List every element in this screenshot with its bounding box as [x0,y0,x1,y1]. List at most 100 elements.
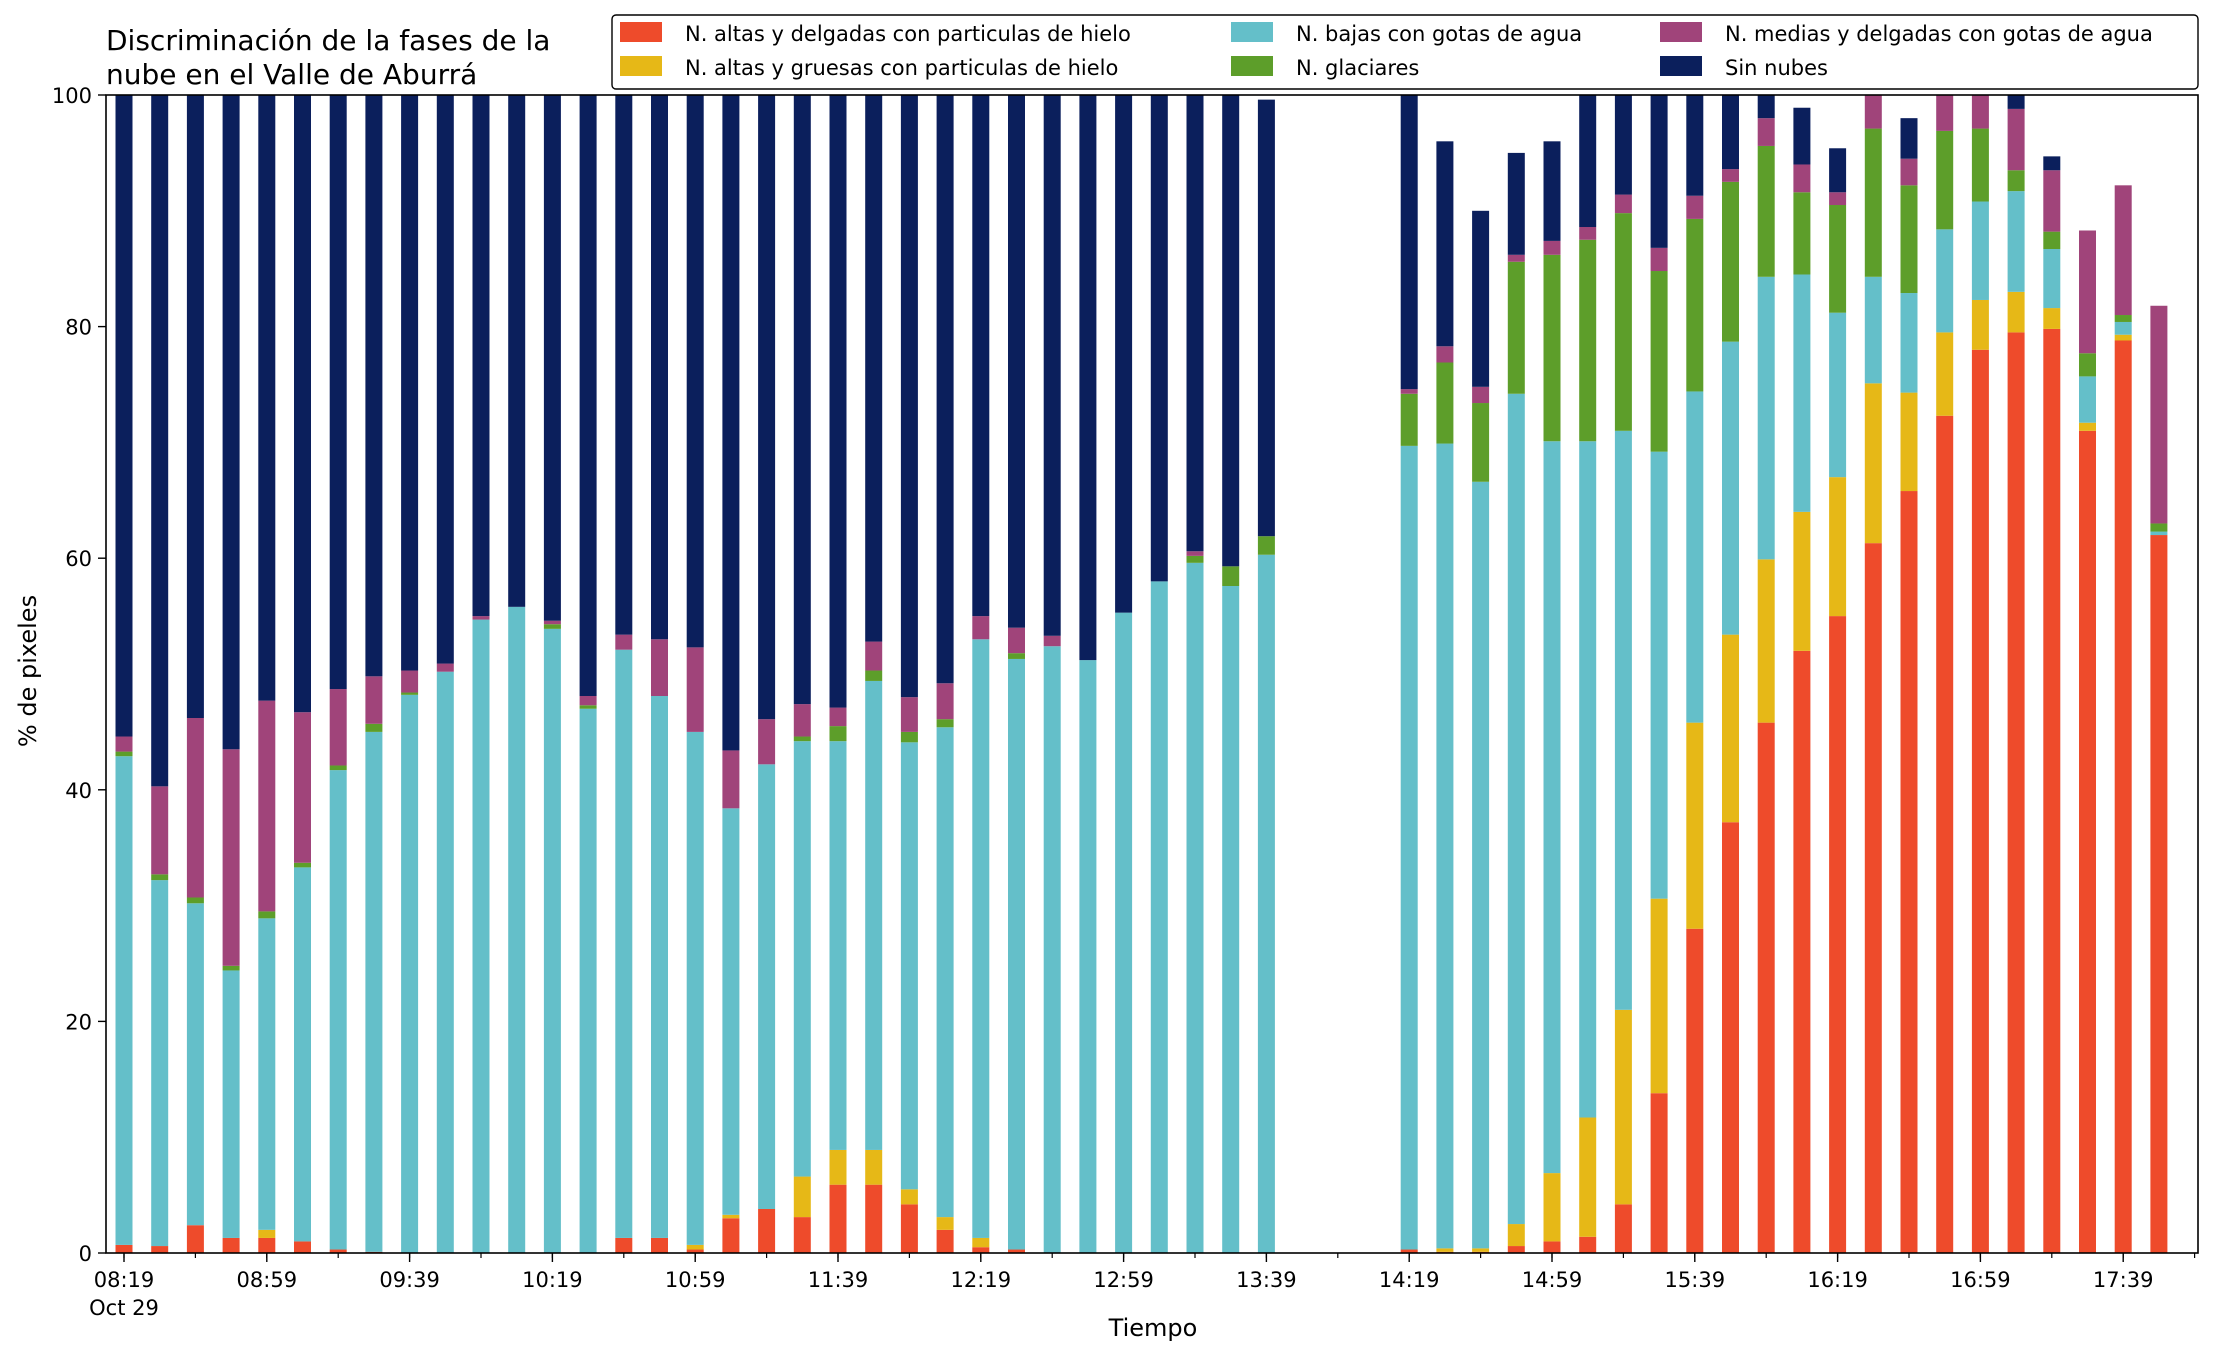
bar-segment-s1-1459 [1543,1173,1561,1242]
bar-segment-s0-1139 [829,1184,847,1253]
bar-segment-s2-1049 [651,696,668,1238]
bar-segment-s5-1709 [2007,95,2025,109]
bar-segment-s3-1549 [1722,181,1739,342]
x-tick-label: 17:39 [2093,1268,2154,1292]
legend-label: N. glaciares [1296,56,1419,80]
bar-segment-s1-1149 [865,1149,883,1185]
bar-segment-s0-1729 [2079,430,2096,1253]
bar-segment-s3-1439 [1472,403,1490,482]
bar-segment-s5-1609 [1793,107,1811,165]
bar-segment-s5-0829 [151,95,169,787]
bar-segment-s4-1319 [1186,551,1204,556]
bar-segment-s1-1429 [1436,1248,1454,1252]
bar-segment-s1-1509 [1579,1117,1597,1237]
bar-segment-s2-0919 [329,770,347,1250]
bar-segment-s5-1059 [686,95,704,648]
bar-segment-s3-1719 [2043,231,2061,250]
x-tick-label: 15:39 [1665,1268,1726,1292]
bar-segment-s2-0929 [365,731,383,1252]
bar-segment-s0-1739 [2114,340,2132,1253]
bar-segment-s4-1559 [1757,118,1775,146]
y-tick-label: 40 [65,779,92,803]
bar-segment-s1-1129 [793,1176,811,1218]
bar-segment-s0-1659 [1971,349,1989,1253]
bar-segment-s5-1459 [1543,141,1561,241]
bar-segment-s2-1429 [1436,443,1454,1249]
bar-segment-s3-1619 [1829,205,1847,313]
bar-segment-s0-1549 [1722,822,1739,1253]
bar-segment-s0-0819 [115,1244,133,1253]
bar-segment-s3-1519 [1614,213,1632,431]
bar-segment-s1-1549 [1722,634,1739,823]
y-tick-label: 0 [79,1242,92,1266]
bar-segment-s4-1119 [758,719,776,765]
legend-swatch [1660,22,1702,42]
bar-segment-s4-1229 [1008,627,1025,654]
bar-segment-s4-1039 [615,634,633,650]
bar-segment-s2-1309 [1150,581,1168,1253]
bar-segment-s2-1059 [686,731,704,1245]
bar-segment-s5-1519 [1614,95,1632,195]
bar-segment-s1-0859 [258,1229,276,1238]
bar-segment-s5-0849 [222,95,240,750]
bar-segment-s2-1719 [2043,249,2061,309]
plot-frame [105,94,2199,1254]
x-tick-label: 10:59 [665,1268,726,1292]
y-tick-label: 20 [65,1010,92,1034]
chart-title-line-2: nube en el Valle de Aburrá [106,58,477,91]
chart-title-line-1: Discriminación de la fases de la [106,24,550,57]
bar-segment-s2-1709 [2007,191,2025,292]
bar-segment-s5-1439 [1472,210,1490,387]
bar-segment-s2-1509 [1579,441,1597,1118]
bar-segment-s0-1619 [1829,616,1847,1253]
bar-segment-s4-0819 [115,736,133,752]
bar-segment-s2-1659 [1971,201,1989,300]
bar-segment-s4-1509 [1579,227,1597,240]
bar-segment-s3-1559 [1757,145,1775,277]
bar-segment-s5-1549 [1722,95,1739,170]
bar-segment-s1-1139 [829,1149,847,1185]
bars-layer [115,95,2168,1253]
bar-segment-s2-0839 [186,903,204,1226]
bar-segment-s1-1619 [1829,477,1847,617]
bar-segment-s2-1029 [579,708,597,1253]
bar-segment-s0-1559 [1757,722,1775,1253]
legend-swatch [1231,56,1273,76]
bar-segment-s5-1129 [793,95,811,705]
bar-segment-s4-1049 [651,639,668,696]
bar-segment-s5-1449 [1507,152,1525,255]
bar-segment-s3-1429 [1436,362,1454,444]
bar-segment-s0-1119 [758,1209,776,1253]
bar-segment-s4-1059 [686,647,704,732]
bar-segment-s4-1749 [2150,305,2168,524]
bar-segment-s2-1529 [1650,451,1668,899]
bar-segment-s4-1539 [1686,195,1704,219]
bar-segment-s5-1209 [936,95,954,684]
bar-segment-s4-0839 [186,718,204,898]
bar-segment-s5-1219 [972,95,990,617]
bar-segment-s5-1009 [508,95,526,607]
bar-segment-s5-1309 [1150,95,1168,582]
bar-segment-s1-1059 [686,1244,704,1250]
x-axis-label: Tiempo [1108,1314,1198,1342]
bar-segment-s0-1449 [1507,1246,1525,1253]
bar-segment-s4-1139 [829,707,847,727]
bar-segment-s5-1529 [1650,95,1668,248]
bar-segment-s3-1749 [2150,523,2168,532]
bar-segment-s0-1629 [1864,543,1882,1253]
bar-segment-s5-1029 [579,95,597,696]
bar-segment-s5-1329 [1222,95,1240,567]
bar-segment-s5-1139 [829,95,847,708]
bar-segment-s3-1609 [1793,192,1811,275]
bar-segment-s0-1219 [972,1247,990,1253]
bar-segment-s1-1729 [2079,422,2096,431]
x-tick-label: 16:59 [1950,1268,2011,1292]
bar-segment-s2-1329 [1222,585,1240,1253]
bar-segment-s2-1009 [508,606,526,1253]
bar-segment-s0-0849 [222,1237,240,1253]
bar-segment-s5-1159 [900,95,918,698]
legend-swatch [620,22,662,42]
bar-segment-s4-0929 [365,676,383,724]
bar-segment-s5-1259 [1115,95,1133,613]
bar-segment-s3-0829 [151,874,169,881]
